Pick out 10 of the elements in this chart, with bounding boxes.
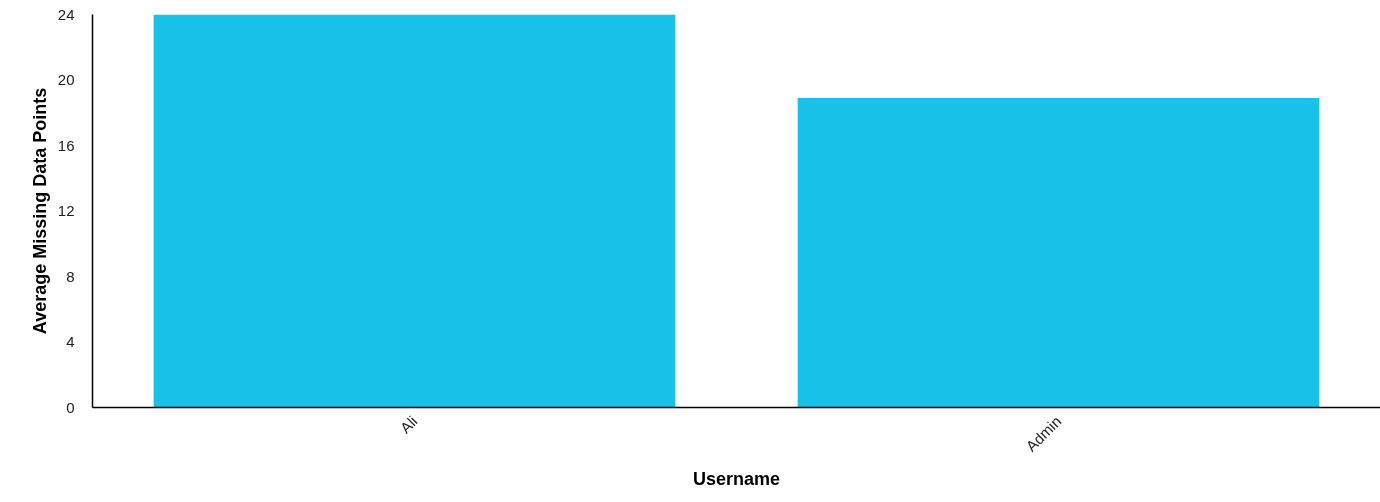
- y-tick-label: 4: [66, 333, 75, 350]
- y-tick-label: 20: [57, 71, 75, 88]
- y-axis-title: Average Missing Data Points: [29, 87, 50, 335]
- y-tick-label: 0: [66, 398, 75, 416]
- y-tick-label: 16: [57, 136, 75, 154]
- x-tick-label: Ali: [396, 412, 421, 437]
- y-tick-label: 8: [66, 267, 75, 285]
- y-tick-label: 12: [57, 202, 75, 219]
- x-axis-title: Username: [692, 468, 781, 489]
- y-tick-label: 24: [57, 5, 75, 23]
